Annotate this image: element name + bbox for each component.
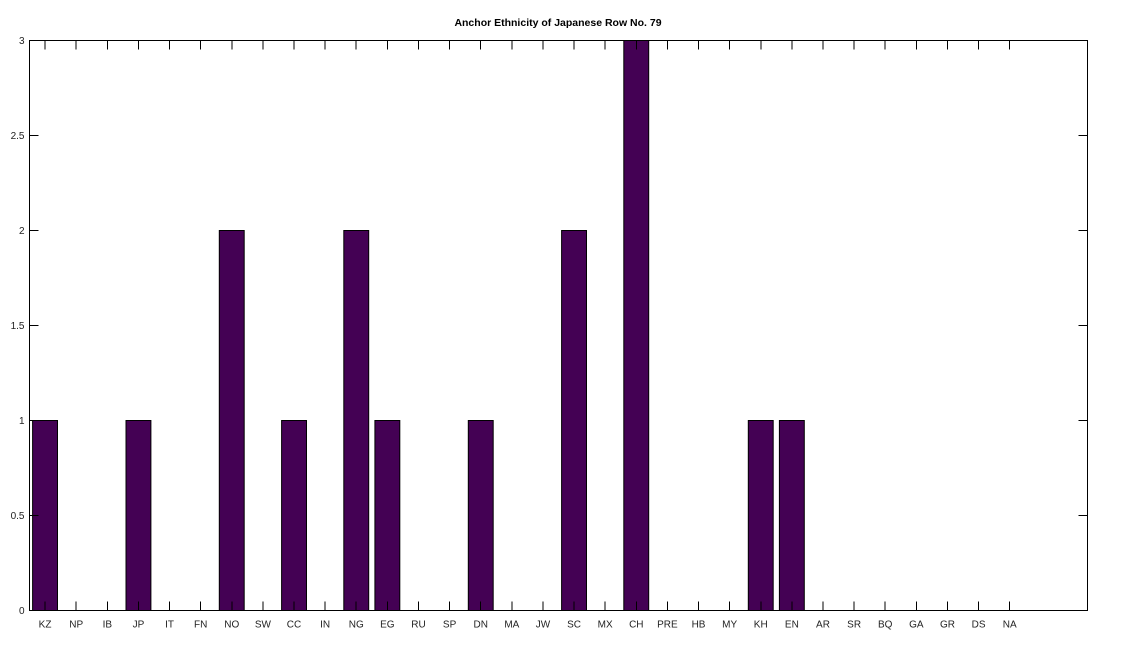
x-tick-label-no: NO [224,620,239,631]
bar-jp [125,420,152,611]
x-tick-label-fn: FN [194,620,207,631]
x-tick-label-sp: SP [443,620,457,631]
x-tick-label-sw: SW [255,620,272,631]
x-tick-label-it: IT [165,620,174,631]
x-tick-label-ng: NG [349,620,364,631]
y-tick-label: 1.5 [11,321,25,332]
x-tick-label-ma: MA [504,620,519,631]
x-tick-label-ru: RU [411,620,425,631]
x-tick-label-ib: IB [103,620,113,631]
x-tick-label-jw: JW [536,620,551,631]
x-tick-label-kz: KZ [39,620,52,631]
x-tick-label-na: NA [1003,620,1017,631]
chart-title: Anchor Ethnicity of Japanese Row No. 79 [454,17,661,29]
x-tick-label-np: NP [69,620,83,631]
bar-eg [374,420,401,611]
bar-ch [623,40,650,611]
x-tick-label-ch: CH [629,620,643,631]
x-tick-label-my: MY [722,620,737,631]
plot-area: KZ NP IB JP IT FN NO SW CC IN NG EG RU SP DN MA JW SC MX CH… [11,36,1088,631]
x-tick-label-jp: JP [133,620,145,631]
x-tick-label-sc: SC [567,620,581,631]
x-tick-label-ar: AR [816,620,830,631]
x-tick-label-dn: DN [473,620,487,631]
bar-ng [343,230,370,611]
x-tick-label-ga: GA [909,620,924,631]
bar-kh [747,420,774,611]
x-tick-label-eg: EG [380,620,395,631]
y-tick-label: 2 [19,226,25,237]
x-tick-label-en: EN [785,620,799,631]
x-tick-label-kh: KH [754,620,768,631]
y-tick-label: 1 [19,416,25,427]
y-tick-label: 0 [19,606,25,617]
bar-sc [561,230,587,611]
bar-dn [467,420,494,611]
bar-no [218,230,245,611]
x-tick-label-cc: CC [287,620,301,631]
x-tick-label-in: IN [320,620,330,631]
x-tick-label-hb: HB [692,620,706,631]
x-tick-label-gr: GR [940,620,955,631]
y-tick-label: 0.5 [11,511,25,522]
x-tick-label-bq: BQ [878,620,893,631]
x-tick-label-pre: PRE [657,620,678,631]
y-tick-label: 3 [19,36,25,47]
bar-cc [281,420,308,611]
axes-box [29,40,1088,611]
bar-en [778,420,805,611]
x-tick-label-sr: SR [847,620,861,631]
y-tick-label: 2.5 [11,131,25,142]
x-tick-label-mx: MX [598,620,613,631]
x-tick-label-ds: DS [972,620,986,631]
